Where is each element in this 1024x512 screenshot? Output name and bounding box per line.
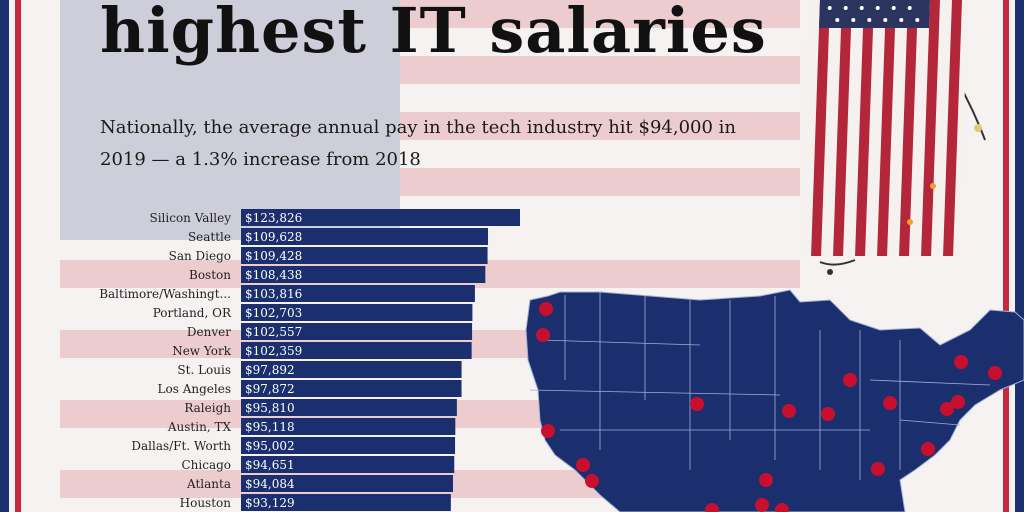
bar <box>241 266 486 283</box>
bar <box>241 247 488 264</box>
hanging-flag-image <box>811 0 986 275</box>
category-label: New York <box>172 344 232 358</box>
city-dot-marker <box>821 407 835 421</box>
bar <box>241 380 462 397</box>
category-label: Austin, TX <box>167 420 232 434</box>
right-border-red <box>1003 0 1009 512</box>
category-label: San Diego <box>169 249 231 263</box>
bar <box>241 437 456 454</box>
bar-value-label: $94,084 <box>245 477 295 491</box>
bar <box>241 399 457 416</box>
bar-value-label: $95,002 <box>245 439 295 453</box>
city-dot-marker <box>954 355 968 369</box>
city-dot-marker <box>921 442 935 456</box>
bar-value-label: $123,826 <box>245 211 302 225</box>
right-border-navy <box>1015 0 1024 512</box>
bar <box>241 209 520 226</box>
bar-value-label: $102,359 <box>245 344 302 358</box>
bar-value-label: $103,816 <box>245 287 302 301</box>
category-label: St. Louis <box>177 363 231 377</box>
city-dot-marker <box>843 373 857 387</box>
bar-value-label: $109,428 <box>245 249 302 263</box>
category-label: Los Angeles <box>158 382 231 396</box>
bar <box>241 418 456 435</box>
bar-value-label: $95,810 <box>245 401 295 415</box>
city-dot-marker <box>536 328 550 342</box>
category-label: Seattle <box>188 230 231 244</box>
bar <box>241 228 489 245</box>
category-label: Raleigh <box>184 401 231 415</box>
page-title: highest IT salaries <box>100 0 767 67</box>
category-label: Silicon Valley <box>150 211 232 225</box>
city-dot-marker <box>759 473 773 487</box>
city-dot-marker <box>775 503 789 512</box>
category-label: Houston <box>180 496 232 510</box>
city-dot-marker <box>951 395 965 409</box>
bar <box>241 361 462 378</box>
category-label: Atlanta <box>186 477 231 491</box>
city-dot-marker <box>576 458 590 472</box>
bar <box>241 475 453 492</box>
bar-value-label: $97,892 <box>245 363 295 377</box>
city-dot-marker <box>988 366 1002 380</box>
bar <box>241 304 473 321</box>
city-dot-marker <box>539 302 553 316</box>
bar-value-label: $93,129 <box>245 496 295 510</box>
category-label: Chicago <box>181 458 231 472</box>
city-dot-marker <box>690 397 704 411</box>
city-dot-marker <box>871 462 885 476</box>
category-label: Portland, OR <box>153 306 232 320</box>
city-dot-marker <box>585 474 599 488</box>
bar <box>241 323 473 340</box>
bar-value-label: $102,703 <box>245 306 302 320</box>
city-dot-marker <box>883 396 897 410</box>
category-label: Boston <box>189 268 231 282</box>
city-dot-marker <box>782 404 796 418</box>
bar <box>241 456 455 473</box>
city-dot-marker <box>541 424 555 438</box>
bar-value-label: $97,872 <box>245 382 295 396</box>
bar-value-label: $109,628 <box>245 230 302 244</box>
bar <box>241 342 472 359</box>
bar <box>241 285 475 302</box>
bar-value-label: $102,557 <box>245 325 302 339</box>
category-label: Denver <box>187 325 231 339</box>
city-dot-marker <box>940 402 954 416</box>
bar-value-label: $95,118 <box>245 420 295 434</box>
bar-value-label: $108,438 <box>245 268 302 282</box>
left-border-navy <box>0 0 9 512</box>
left-border-red <box>15 0 21 512</box>
category-label: Baltimore/Washingt... <box>99 287 231 301</box>
bar <box>241 494 451 511</box>
category-label: Dallas/Ft. Worth <box>131 439 231 453</box>
city-dot-marker <box>705 503 719 512</box>
bar-value-label: $94,651 <box>245 458 295 472</box>
subtitle: Nationally, the average annual pay in th… <box>100 117 737 170</box>
city-dot-marker <box>755 498 769 512</box>
